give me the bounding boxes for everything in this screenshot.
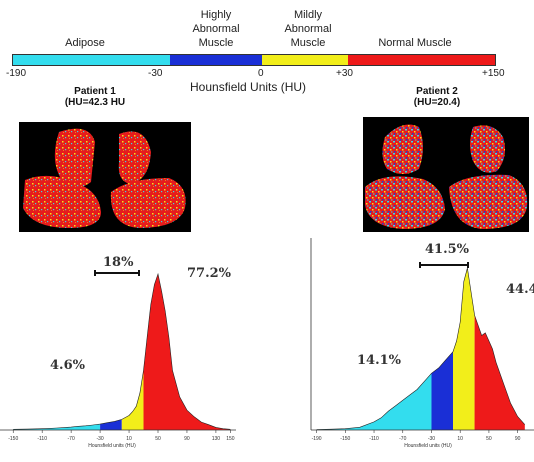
patient2-histogram: -190 -150 -110 -70 -30 10 50 90 Hounsfield unit… [310,238,534,449]
patient1-abnormal-range-bracket [94,270,140,280]
patient1-region-adipose [13,424,101,430]
patient1-tick-label: 50 [155,436,161,442]
patient1-histogram: -150 -110 -70 -30 10 50 90 130 150 Hounsfield un… [0,272,236,449]
hu-color-scale: Adipose Highly Abnormal Muscle Mildly Ab… [0,0,534,100]
patient2-region-mildly-abnormal [453,268,475,430]
scale-label-normal: Normal Muscle [378,37,452,49]
scale-label-mildly-abnormal: Mildly Abnormal Muscle [284,9,332,49]
patient1-x-ticks: -150 -110 -70 -30 10 50 90 130 150 [8,430,235,442]
scale-segment-mildly-abnormal [262,55,348,65]
patient2-x-ticks: -190 -150 -110 -70 -30 10 50 90 [312,430,521,442]
patient1-x-axis-label: Hounsfield units (HU) [88,443,136,449]
scale-segment-adipose [13,55,170,65]
scale-label-adipose: Adipose [65,37,105,49]
patient2-ct-map [363,117,529,232]
patient2-histogram-outline [316,267,526,430]
patient2-normal-percent: 44.4 [506,282,534,297]
patient2-tick-label: -30 [428,436,435,442]
patient1-abnormal-percent: 18% [103,255,134,270]
scale-tick-pos150: +150 [482,68,505,79]
scale-tick-0: 0 [258,68,264,79]
scale-title: Hounsfield Units (HU) [190,80,307,94]
patient1-region-highly-abnormal [100,419,122,430]
patient2-region-highly-abnormal [431,351,454,430]
patient1-ct-map [19,122,191,232]
patient1-normal-percent: 77.2% [187,266,232,281]
patient1-tick-label: -150 [8,436,18,442]
scale-tick-neg190: -190 [6,68,27,79]
patient1-histogram-area [13,272,231,430]
patient2-tick-label: -190 [312,436,322,442]
scale-bar [12,54,496,66]
patient1-region-mildly-abnormal [121,370,144,430]
scale-segment-normal [348,55,495,65]
patient2-tick-label: 90 [515,436,521,442]
patient1-tick-label: -30 [96,436,103,442]
patient2-tick-label: -70 [399,436,406,442]
patient1-tick-label: 90 [184,436,190,442]
patient2-title: Patient 2 (HU=20.4) [413,86,461,108]
patient1-tick-label: 150 [226,436,235,442]
patient2-region-adipose [316,373,432,430]
patient1-histogram-outline [13,272,231,430]
patient2-tick-label: -150 [340,436,350,442]
patient2-tick-label: -110 [369,436,379,442]
scale-label-highly-abnormal: Highly Abnormal Muscle [192,9,240,49]
patient1-title: Patient 1 (HU=42.3 HU [64,86,126,108]
patient2-x-axis-label: Hounsfield units (HU) [404,443,452,449]
patient2-tick-label: 50 [486,436,492,442]
patient2-abnormal-range-bracket [419,262,469,272]
patient1-region-normal [143,274,231,430]
patient1-tick-label: -70 [68,436,75,442]
patient1-tick-label: -110 [37,436,47,442]
patient1-adipose-percent: 4.6% [50,358,85,373]
patient2-adipose-percent: 14.1% [357,353,402,368]
patient2-histogram-area [316,267,526,430]
scale-tick-pos30: +30 [336,68,353,79]
scale-segment-highly-abnormal [170,55,262,65]
patient2-tick-label: 10 [457,436,463,442]
patient1-tick-label: 130 [212,436,221,442]
patient2-abnormal-percent: 41.5% [425,242,470,257]
scale-tick-neg30: -30 [148,68,163,79]
patient1-tick-label: 10 [126,436,132,442]
